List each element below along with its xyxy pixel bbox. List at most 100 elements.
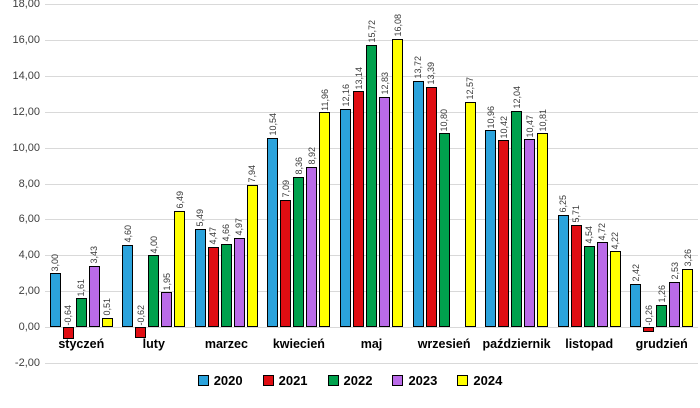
bar-2020-listopad [557, 214, 569, 328]
bar-2020-marzec [194, 228, 206, 328]
bar-2024-wrzesień [464, 101, 476, 328]
bar-value-label: 4,97 [234, 218, 245, 236]
bar-2022-listopad [583, 245, 595, 328]
y-axis-tick-label: 14,00 [12, 70, 40, 82]
x-axis-category-label: marzec [204, 337, 248, 352]
bar-value-label: 13,72 [413, 56, 424, 79]
bar-value-label: 8,92 [306, 147, 317, 165]
bar-value-label: 7,09 [280, 180, 291, 198]
x-axis-category-label: maj [360, 337, 383, 352]
plot-area: 3,00 -0,64 1,61 3,43 0,51 4,60 -0,62 4,00 1,95 6,… [45, 4, 698, 364]
bar-value-label: 10,42 [498, 115, 509, 139]
bar-value-label: 4,54 [584, 226, 595, 244]
legend-swatch-icon [197, 375, 209, 386]
y-axis-tick-label: 6,00 [18, 213, 40, 225]
legend-item-2020: 2020 [197, 373, 243, 388]
legend-label: 2024 [473, 373, 503, 388]
bar-value-label: 1,61 [76, 278, 87, 297]
bar-2021-kwiecień [280, 199, 292, 328]
legend-item-2024: 2024 [457, 373, 502, 388]
bar-value-label: 0,51 [102, 298, 113, 316]
bar-2022-styczeń [75, 298, 87, 328]
x-axis-category-label: listopad [565, 337, 614, 352]
bar-2022-wrzesień [438, 133, 450, 328]
bar-2020-styczeń [49, 273, 61, 328]
bar-value-label: 10,96 [485, 105, 496, 129]
bar-2020-kwiecień [267, 137, 279, 328]
bar-value-label: 4,22 [610, 231, 621, 250]
bar-2020-grudzień [630, 283, 642, 328]
bar-value-label: -0,64 [63, 304, 74, 326]
gridline [45, 363, 698, 364]
legend-label: 2023 [408, 373, 438, 388]
bar-value-label: 12,83 [379, 72, 390, 95]
legend-swatch-icon [262, 375, 274, 386]
y-axis-tick-label: 18,00 [12, 0, 40, 10]
y-axis-tick-label: -2,00 [14, 357, 40, 369]
bar-2023-maj [379, 96, 390, 328]
bar-value-label: -0,26 [643, 304, 654, 326]
bar-2020-maj [340, 108, 351, 328]
bar-2021-luty [135, 327, 147, 339]
bar-value-label: 12,57 [465, 76, 476, 100]
bar-value-label: 4,72 [597, 222, 608, 241]
y-axis-tick-label: 12,00 [12, 106, 40, 118]
bar-2021-styczeń [62, 327, 74, 339]
bar-2024-październik [537, 133, 549, 328]
bar-2024-marzec [246, 184, 258, 328]
x-axis-category-label: kwiecień [272, 337, 325, 352]
bar-value-label: 8,36 [293, 157, 304, 175]
legend: 2020 2021 2022 2023 2024 [0, 373, 700, 388]
bar-2023-luty [161, 292, 173, 328]
bar-value-label: 3,26 [682, 249, 693, 267]
bar-2020-październik [485, 130, 497, 328]
bar-value-label: 2,42 [630, 264, 641, 282]
bar-value-label: 12,16 [340, 84, 351, 107]
bar-value-label: 3,43 [89, 245, 100, 264]
y-axis-tick-label: 2,00 [18, 285, 40, 297]
bar-value-label: -0,62 [135, 304, 146, 326]
gridline [45, 327, 698, 328]
bar-2024-luty [174, 210, 186, 328]
bar-2024-kwiecień [319, 112, 331, 328]
bar-2023-listopad [596, 242, 608, 328]
legend-swatch-icon [392, 375, 404, 386]
bar-value-label: 11,96 [319, 88, 330, 111]
x-axis-category-label: wrzesień [417, 337, 471, 352]
bar-2021-maj [353, 91, 364, 328]
bar-value-label: 1,26 [656, 284, 667, 303]
bar-2023-kwiecień [306, 167, 318, 328]
bar-value-label: 12,04 [511, 86, 522, 109]
bar-value-label: 10,80 [439, 108, 450, 132]
bar-value-label: 16,08 [392, 13, 403, 37]
bar-value-label: 1,95 [161, 272, 172, 291]
bar-2022-maj [366, 44, 377, 328]
bar-2020-luty [122, 244, 134, 328]
bar-2021-wrzesień [425, 86, 437, 328]
legend-label: 2021 [278, 373, 308, 388]
gridline [45, 40, 698, 41]
bar-value-label: 4,47 [208, 227, 219, 245]
bar-value-label: 13,14 [353, 66, 364, 90]
bar-value-label: 4,00 [148, 235, 159, 254]
bar-2024-grudzień [682, 268, 694, 328]
bar-2023-październik [524, 139, 536, 328]
bar-2022-październik [511, 111, 523, 328]
y-axis-tick-label: 16,00 [12, 34, 40, 46]
bar-value-label: 13,39 [426, 62, 437, 85]
bar-2024-maj [392, 38, 403, 328]
legend-label: 2020 [213, 373, 243, 388]
bar-value-label: 10,47 [524, 114, 535, 138]
y-axis-tick-label: 10,00 [12, 142, 40, 154]
legend-item-2022: 2022 [327, 373, 372, 388]
bar-value-label: 5,49 [195, 209, 206, 227]
x-axis-category-label: luty [142, 337, 165, 352]
bar-value-label: 6,49 [174, 191, 185, 209]
y-axis-tick-label: 8,00 [18, 178, 40, 190]
bar-2022-kwiecień [293, 177, 305, 328]
bar-value-label: 2,53 [669, 262, 680, 280]
bar-2021-marzec [207, 246, 219, 328]
bar-2021-listopad [570, 224, 582, 328]
bar-value-label: 10,81 [537, 108, 548, 132]
